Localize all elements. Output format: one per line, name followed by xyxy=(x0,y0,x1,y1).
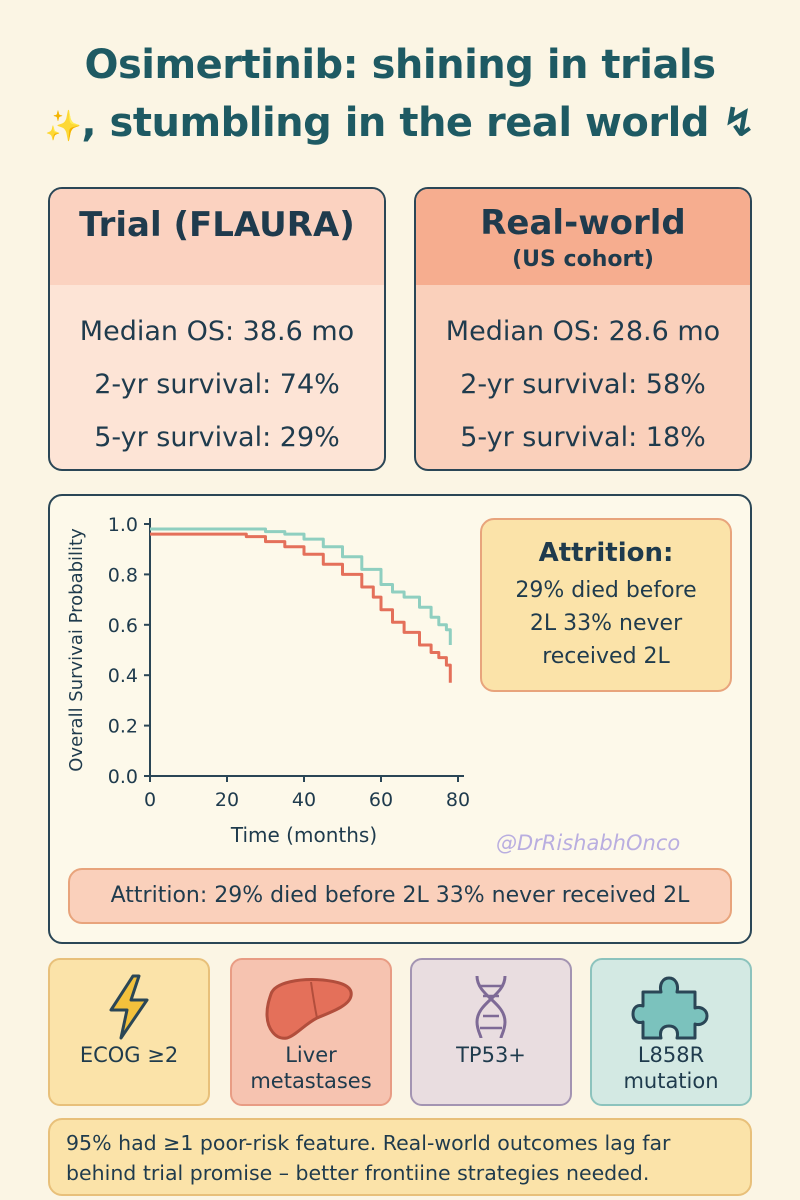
real-median-os: Median OS: 28.6 mo xyxy=(445,316,721,347)
title-line-2: ✨, stumbling in the real world ↯ xyxy=(44,100,756,146)
real-2yr-survival: 2-yr survival: 58% xyxy=(460,369,706,400)
y-tick-label: 0.8 xyxy=(108,564,138,586)
x-axis-label: Time (months) xyxy=(230,823,377,847)
footer-line: behind trial promise – better frontiine … xyxy=(66,1161,650,1185)
x-tick-label: 20 xyxy=(215,789,239,811)
trial-card-heading: Trial (FLAURA) xyxy=(79,205,355,245)
risk-card-l858r: L858R mutation xyxy=(590,958,752,1106)
trial-2yr-survival: 2-yr survival: 74% xyxy=(94,369,340,400)
real-world-card-header: Real-world (US cohort) xyxy=(416,189,750,285)
dna-helix-icon xyxy=(412,972,570,1042)
page-title: Osimertinib: shining in trials ✨, stumbl… xyxy=(0,36,800,156)
attrition-callout-line: 2L 33% never xyxy=(529,611,683,636)
risk-card-tp53: TP53+ xyxy=(410,958,572,1106)
real-5yr-survival: 5-yr survival: 18% xyxy=(460,422,706,453)
puzzle-piece-icon xyxy=(592,972,750,1042)
trial-median-os: Median OS: 38.6 mo xyxy=(79,316,355,347)
y-tick-label: 0.2 xyxy=(108,716,138,738)
risk-card-liver: Liver metastases xyxy=(230,958,392,1106)
footer-line: 95% had ≥1 poor-risk feature. Real-world… xyxy=(66,1131,671,1155)
author-handle: @DrRishabhOnco xyxy=(496,831,681,855)
x-tick-label: 0 xyxy=(144,789,156,811)
attrition-summary-bar: Attrition: 29% died before 2L 33% never … xyxy=(68,868,732,924)
attrition-callout-title: Attrition: xyxy=(538,538,674,568)
footer-summary: 95% had ≥1 poor-risk feature. Real-world… xyxy=(48,1118,752,1196)
risk-label: ECOG ≥2 xyxy=(79,1043,179,1067)
risk-label: L858R xyxy=(637,1043,705,1067)
sparkles-icon: ✨ xyxy=(44,109,82,144)
risk-label: TP53+ xyxy=(456,1043,526,1067)
real-world-card: Real-world (US cohort) Median OS: 28.6 m… xyxy=(414,187,752,471)
y-tick-label: 0.6 xyxy=(108,615,138,637)
risk-label: metastases xyxy=(250,1069,372,1093)
x-tick-label: 80 xyxy=(446,789,470,811)
trial-card-header: Trial (FLAURA) xyxy=(50,189,384,285)
survival-curve-2 xyxy=(150,532,452,683)
survival-curve-1 xyxy=(150,527,452,645)
lightning-bolt-icon xyxy=(50,972,208,1042)
y-axis-label: Overall Survivai Probability xyxy=(66,528,87,772)
real-world-card-heading: Real-world xyxy=(480,203,686,243)
title-line-1: Osimertinib: shining in trials xyxy=(84,42,716,88)
liver-icon xyxy=(232,972,390,1042)
risk-card-ecog: ECOG ≥2 xyxy=(48,958,210,1106)
y-tick-label: 0.0 xyxy=(108,766,138,788)
attrition-callout: Attrition: 29% died before 2L 33% never … xyxy=(480,518,732,692)
real-world-card-subheading: (US cohort) xyxy=(512,247,654,272)
y-tick-label: 1.0 xyxy=(108,514,138,536)
x-tick-label: 40 xyxy=(292,789,316,811)
attrition-callout-line: 29% died before xyxy=(515,578,697,603)
survival-chart: 0.0 0.2 0.4 0.6 0.8 1.0 0 20 40 60 80 Time (months)… xyxy=(66,514,470,847)
trial-5yr-survival: 5-yr survival: 29% xyxy=(94,422,340,453)
y-tick-label: 0.4 xyxy=(108,665,138,687)
x-tick-label: 60 xyxy=(369,789,393,811)
attrition-callout-line: received 2L xyxy=(542,644,670,669)
survival-chart-panel: 0.0 0.2 0.4 0.6 0.8 1.0 0 20 40 60 80 Time (months)… xyxy=(48,494,752,944)
risk-label: Liver xyxy=(285,1043,337,1067)
zigzag-trend-icon: ↯ xyxy=(722,100,756,146)
risk-label: mutation xyxy=(623,1069,719,1093)
trial-card: Trial (FLAURA) Median OS: 38.6 mo 2-yr s… xyxy=(48,187,386,471)
